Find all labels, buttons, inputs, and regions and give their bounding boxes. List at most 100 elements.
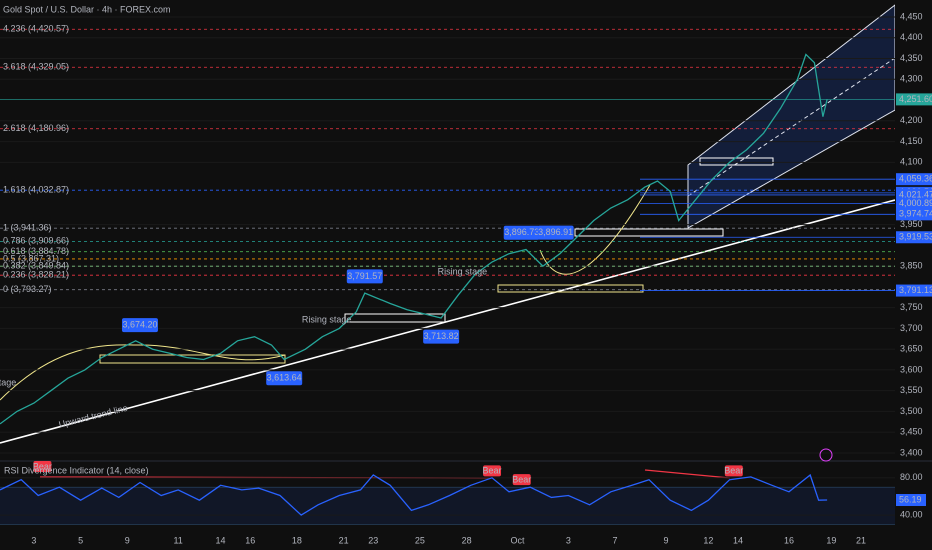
fib-label: 1 (3,941.36) <box>3 223 52 233</box>
x-tick-label: 16 <box>784 535 794 545</box>
callout-label: 3,613.64 <box>267 373 302 383</box>
x-tick-label: 3 <box>31 535 36 545</box>
bear-signal <box>33 461 52 473</box>
trend-line <box>0 199 895 444</box>
x-tick-label: 18 <box>292 535 302 545</box>
fib-label: 0 (3,793.27) <box>3 284 52 294</box>
callout-label: 3,713.82 <box>424 331 459 341</box>
fib-label: 2.618 (4,180.96) <box>3 123 69 133</box>
callout <box>537 225 574 240</box>
bear-signal <box>724 465 743 477</box>
x-tick-label: 14 <box>216 535 226 545</box>
y-tick-label: 40.00 <box>900 509 923 519</box>
y-tick-label: 3,600 <box>900 364 923 374</box>
callout <box>266 371 303 386</box>
callout-label: 3,674.20 <box>122 319 157 329</box>
price-tag <box>896 284 932 297</box>
last-price-label: 4,251.60 <box>899 94 932 104</box>
y-tick-label: 4,400 <box>900 32 923 42</box>
bear-label: Bear <box>33 461 52 471</box>
x-tick-label: 25 <box>415 535 425 545</box>
bear-signal <box>512 474 531 486</box>
x-tick-label: 7 <box>613 535 618 545</box>
price-tag-label: 3,791.13 <box>899 285 932 295</box>
zone <box>497 284 644 293</box>
price-tag <box>896 173 932 186</box>
callout-label: 3,896.91 <box>538 227 573 237</box>
x-tick-label: Oct <box>510 535 525 545</box>
fib-label: 0.382 (3,849.84) <box>3 261 69 271</box>
x-tick-label: 9 <box>663 535 668 545</box>
x-tick-label: 11 <box>173 535 182 545</box>
y-tick-label: 3,850 <box>900 260 923 270</box>
price-tag-label: 4,000.89 <box>899 198 932 208</box>
x-tick-label: 19 <box>826 535 836 545</box>
annotation: Rising stage <box>0 378 16 388</box>
x-tick-label: 3 <box>566 535 571 545</box>
x-tick-label: 16 <box>245 535 255 545</box>
fib-label: 3.618 (4,329.05) <box>3 62 69 72</box>
zone <box>344 313 446 323</box>
y-tick-label: 3,700 <box>900 323 923 333</box>
price-tag-label: 4,021.47 <box>899 189 932 199</box>
alert-icon[interactable] <box>819 448 833 462</box>
rsi-band <box>0 487 895 525</box>
y-tick-label: 3,950 <box>900 219 923 229</box>
x-tick-label: 28 <box>462 535 472 545</box>
y-tick-label: 4,100 <box>900 157 923 167</box>
fib-label: 4.236 (4,420.57) <box>3 24 69 34</box>
price-tag-label: 3,974.74 <box>899 209 932 219</box>
last-price-tag <box>896 93 932 106</box>
y-tick-label: 3,500 <box>900 406 923 416</box>
x-tick-label: 12 <box>703 535 713 545</box>
y-tick-label: 3,550 <box>900 385 923 395</box>
y-tick-label: 3,450 <box>900 427 923 437</box>
y-tick-label: 80.00 <box>900 472 923 482</box>
bear-label: Bear <box>724 466 743 476</box>
y-tick-label: 4,150 <box>900 136 923 146</box>
fib-label: 0.786 (3,909.66) <box>3 236 69 246</box>
x-tick-label: 14 <box>733 535 743 545</box>
fib-label: 0.618 (3,884.78) <box>3 246 69 256</box>
bear-label: Bear <box>512 474 531 484</box>
callout <box>503 225 540 240</box>
x-tick-label: 5 <box>78 535 83 545</box>
annotation: Rising stage <box>302 314 352 324</box>
fib-label: 1.618 (4,032.87) <box>3 185 69 195</box>
price-tag <box>896 197 932 210</box>
series-line <box>0 473 828 516</box>
fib-label: 0.5 (3,867.31) <box>3 253 59 263</box>
callout <box>121 318 158 333</box>
callout-label: 3,791.57 <box>347 271 382 281</box>
fib-label: 0.236 (3,828.21) <box>3 270 69 280</box>
price-tag <box>896 208 932 221</box>
rsi-last-tag <box>896 494 926 507</box>
y-tick-label: 3,650 <box>900 344 923 354</box>
price-tag-label: 4,059.36 <box>899 174 932 184</box>
x-tick-label: 23 <box>368 535 378 545</box>
price-tag <box>896 231 932 244</box>
y-tick-label: 3,400 <box>900 447 923 457</box>
zone <box>574 228 724 237</box>
y-tick-label: 4,450 <box>900 11 923 21</box>
annotation: Rising stage <box>438 266 488 276</box>
series-line <box>0 53 828 425</box>
divergence-line <box>644 469 731 479</box>
y-tick-label: 4,300 <box>900 74 923 84</box>
callout-label: 3,896.73 <box>504 227 539 237</box>
indicator-title: RSI Divergence Indicator (14, close) <box>4 465 149 475</box>
rsi-last-label: 56.19 <box>899 494 922 504</box>
x-tick-label: 9 <box>125 535 130 545</box>
callout <box>346 269 383 284</box>
x-tick-label: 21 <box>856 535 866 545</box>
bear-label: Bear <box>483 466 502 476</box>
price-tag-label: 3,919.53 <box>899 232 932 242</box>
y-tick-label: 4,200 <box>900 115 923 125</box>
callout <box>423 329 460 344</box>
y-tick-label: 4,350 <box>900 53 923 63</box>
curve <box>0 344 286 401</box>
chart-title: Gold Spot / U.S. Dollar · 4h · FOREX.com <box>3 4 171 14</box>
price-panel: 4.236 (4,420.57) 3.618 (4,329.05) 2.618 (4… <box>0 4 895 454</box>
y-tick-label: 3,750 <box>900 302 923 312</box>
